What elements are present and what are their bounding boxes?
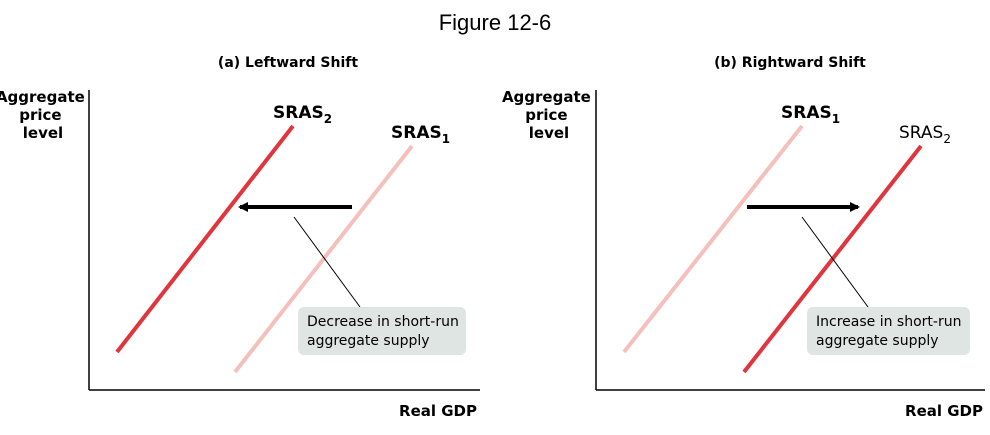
panel-b-callout-box bbox=[807, 307, 970, 355]
panel-a-x-axis-label: Real GDP bbox=[399, 402, 477, 420]
panel-a: (a) Leftward Shift Aggregate price level… bbox=[0, 55, 480, 420]
panel-b-y-axis-label: Aggregate price level bbox=[502, 88, 596, 142]
panel-a-callout-box bbox=[298, 307, 466, 355]
panel-a-sras1-curve bbox=[233, 144, 414, 374]
panel-b-callout-text: Increase in short-run aggregate supply bbox=[816, 314, 966, 349]
figure-title: Figure 12-6 bbox=[439, 10, 552, 35]
panel-b-x-axis-label: Real GDP bbox=[905, 402, 983, 420]
panel-a-title: (a) Leftward Shift bbox=[218, 55, 358, 71]
panel-a-sras1-label: SRAS1 bbox=[391, 123, 450, 146]
panel-b-sras2-label: SRAS2 bbox=[899, 123, 951, 146]
panel-b: (b) Rightward Shift Aggregate price leve… bbox=[502, 55, 985, 420]
panel-b-sras1-curve bbox=[622, 124, 804, 354]
panel-a-y-axis-label: Aggregate price level bbox=[0, 88, 90, 142]
panel-b-title: (b) Rightward Shift bbox=[714, 55, 866, 71]
panel-a-sras2-curve bbox=[115, 124, 295, 354]
panel-a-callout-text: Decrease in short-run aggregate supply bbox=[307, 314, 463, 349]
panel-a-sras2-label: SRAS2 bbox=[273, 103, 332, 126]
panel-b-sras1-label: SRAS1 bbox=[781, 103, 840, 126]
panel-b-leader-line bbox=[801, 216, 869, 308]
panel-a-leader-line bbox=[293, 216, 361, 308]
